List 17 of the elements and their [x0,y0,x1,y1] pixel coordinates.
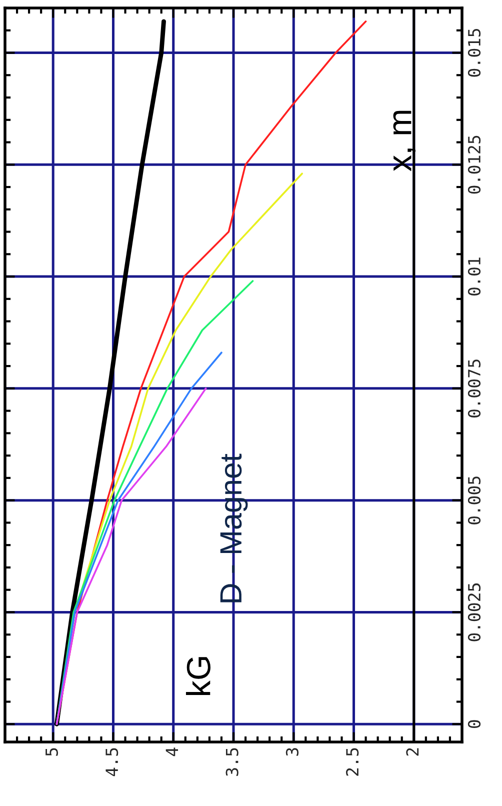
x-tick-label: 4.5 [106,748,118,776]
y-tick-label: 0.0025 [468,583,481,642]
y-tick-label: 0.015 [468,29,481,77]
x-tick-label: 3.5 [226,748,238,776]
y-tick-label: 0.01 [468,258,481,296]
y-tick-label: 0.0125 [468,136,481,194]
y-tick-label: 0.0075 [468,360,481,418]
y-tick-label: 0.005 [468,476,481,524]
annotation: D - Magnet [220,454,248,602]
x-tick-label: 5 [46,748,58,756]
y-tick-label: 0 [468,720,481,728]
annotation: kG [186,657,210,695]
x-tick-label: 3 [286,748,299,756]
x-tick-label: 2.5 [346,748,359,776]
annotation: x, m [393,110,416,172]
x-tick-label: 4 [166,748,178,756]
x-tick-label: 2 [406,748,419,756]
